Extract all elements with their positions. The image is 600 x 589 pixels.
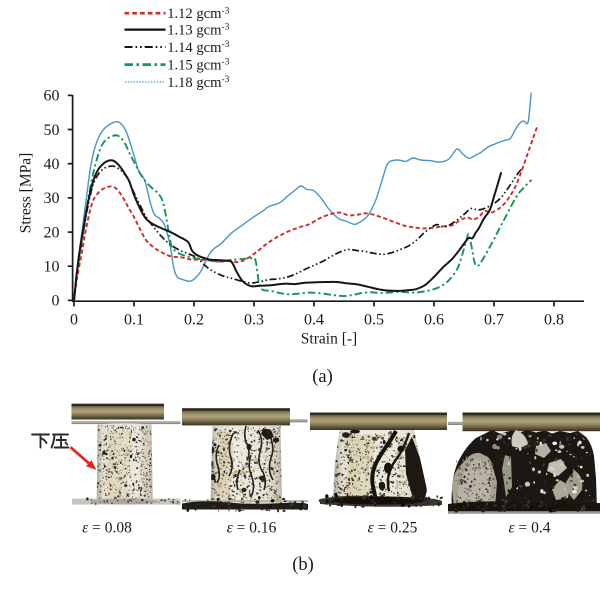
svg-text:0.3: 0.3 [244,311,264,328]
svg-text:ε = 0.25: ε = 0.25 [368,520,418,537]
svg-text:0.7: 0.7 [484,311,504,328]
svg-text:0.6: 0.6 [424,311,444,328]
svg-text:40: 40 [44,156,60,173]
svg-text:Stress [MPa]: Stress [MPa] [18,153,35,234]
svg-text:1.14 gcm-3: 1.14 gcm-3 [167,40,229,56]
svg-text:ε = 0.08: ε = 0.08 [82,520,132,537]
svg-text:ε = 0.16: ε = 0.16 [227,520,277,537]
svg-text:20: 20 [44,224,60,241]
svg-text:1.13 gcm-3: 1.13 gcm-3 [167,23,229,39]
svg-text:0: 0 [52,293,60,310]
svg-text:50: 50 [44,122,60,139]
svg-text:1.18 gcm-3: 1.18 gcm-3 [167,75,229,91]
svg-text:ε = 0.4: ε = 0.4 [509,520,551,537]
svg-text:0: 0 [70,311,78,328]
svg-text:(a): (a) [312,367,333,387]
svg-text:Strain [-]: Strain [-] [301,331,357,348]
svg-text:30: 30 [44,190,60,207]
svg-text:0.5: 0.5 [364,311,384,328]
svg-text:10: 10 [44,259,60,276]
svg-text:0.2: 0.2 [184,311,204,328]
svg-text:(b): (b) [292,555,314,575]
svg-text:0.4: 0.4 [304,311,324,328]
svg-text:0.8: 0.8 [544,311,564,328]
svg-text:1.12 gcm-3: 1.12 gcm-3 [167,6,229,22]
svg-text:1.15 gcm-3: 1.15 gcm-3 [167,58,229,74]
svg-text:60: 60 [44,88,60,105]
svg-text:0.1: 0.1 [124,311,144,328]
